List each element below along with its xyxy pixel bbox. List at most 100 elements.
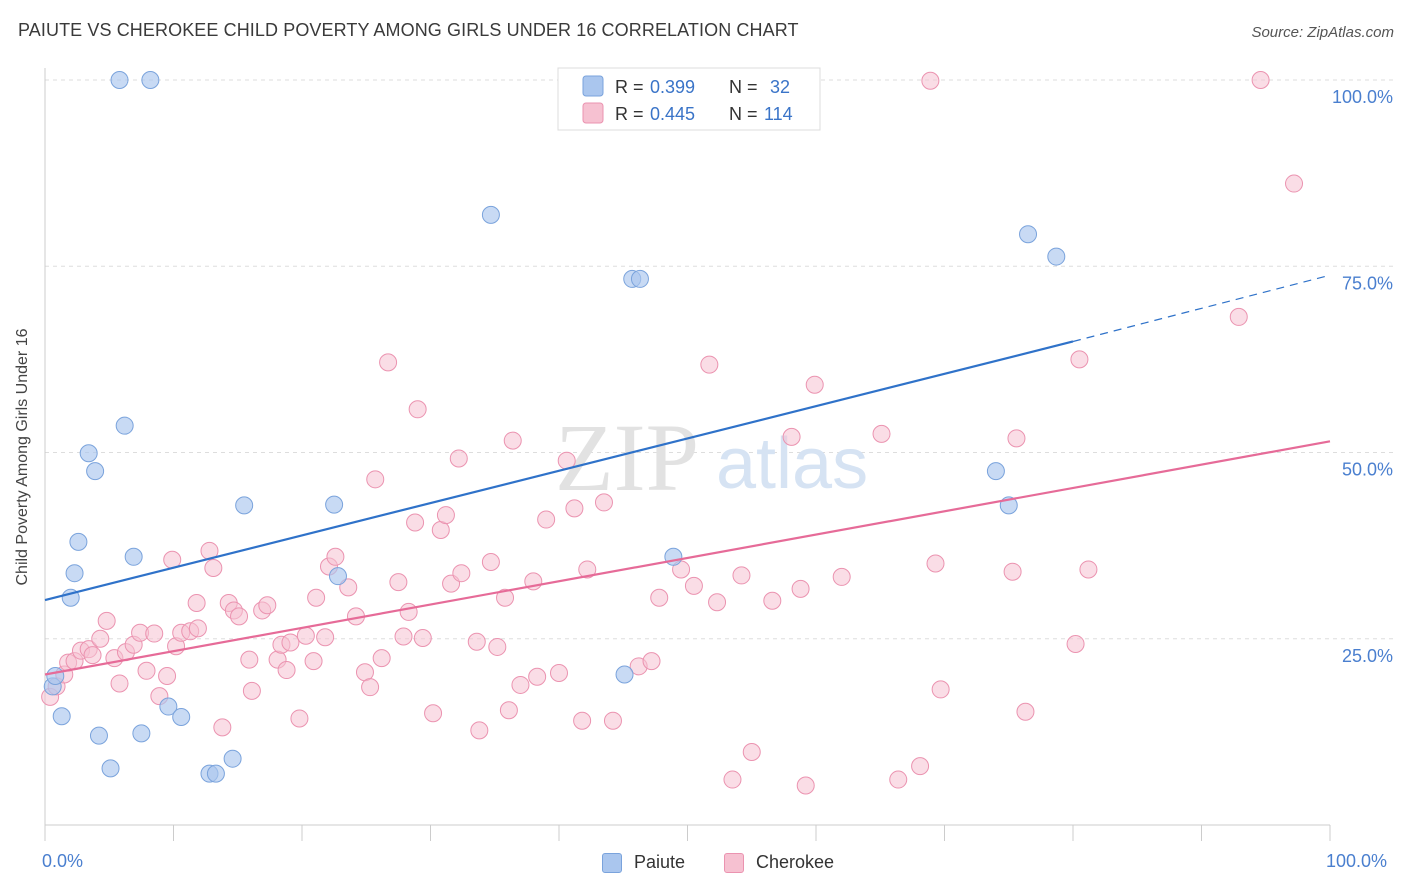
paiute-point (206, 764, 225, 783)
cherokee-point (565, 499, 584, 518)
cherokee-point (650, 588, 669, 607)
legend-box: R = 0.399 N = 32 R = 0.445 N = 114 (557, 67, 821, 131)
cherokee-point (452, 564, 471, 583)
legend-paiute-r-value: 0.399 (650, 77, 695, 97)
legend-cherokee-r-value: 0.445 (650, 104, 695, 124)
paiute-point (124, 547, 143, 566)
cherokee-point (872, 424, 891, 443)
legend-cherokee-swatch (582, 102, 604, 124)
cherokee-point (1251, 71, 1270, 89)
cherokee-trendline (44, 440, 1331, 676)
cherokee-point (708, 593, 727, 612)
source-attribution: Source: ZipAtlas.com (1251, 24, 1394, 41)
cherokee-point (366, 470, 385, 489)
paiute-point (159, 697, 178, 716)
cherokee-point (573, 711, 592, 730)
legend-cherokee-r-label: R = (615, 104, 644, 124)
gridlines (45, 79, 1395, 640)
cherokee-points (41, 71, 1304, 795)
paiute-point (52, 707, 71, 726)
legend-paiute-swatch (582, 75, 604, 97)
cherokee-point (1003, 562, 1022, 581)
cherokee-point (1016, 702, 1035, 721)
cherokee-point (496, 588, 515, 607)
cherokee-point (240, 650, 259, 669)
cherokee-point (1070, 350, 1089, 369)
cherokee-point (97, 611, 116, 630)
legend-paiute-n-label: N = (729, 77, 758, 97)
legend-cherokee-n-label: N = (729, 104, 758, 124)
cherokee-point (481, 553, 500, 572)
paiute-point (141, 71, 160, 89)
cherokee-point (1229, 307, 1248, 326)
paiute-point (630, 269, 649, 288)
paiute-point (46, 667, 65, 685)
cherokee-point (594, 493, 613, 512)
cherokee-point (578, 560, 597, 579)
legend-label-paiute: Paiute (634, 852, 686, 872)
cherokee-point (550, 664, 568, 683)
cherokee-point (763, 591, 782, 610)
y-tick-label: 100.0% (1332, 87, 1393, 107)
paiute-point (101, 759, 120, 778)
cherokee-point (372, 649, 391, 668)
cherokee-point (389, 573, 408, 592)
cherokee-point (137, 661, 156, 680)
paiute-point (69, 532, 88, 551)
cherokee-point (110, 674, 129, 693)
cherokee-point (158, 667, 177, 685)
cherokee-point (406, 513, 425, 532)
cherokee-point (187, 593, 206, 612)
x-tick-label-max: 100.0% (1326, 851, 1388, 871)
legend-paiute-n-value: 32 (770, 77, 790, 97)
cherokee-point (642, 652, 661, 671)
paiute-point (235, 496, 254, 515)
legend-cherokee-n-value: 114 (764, 104, 793, 124)
cherokee-point (339, 578, 358, 597)
cherokee-point (413, 629, 432, 648)
cherokee-point (528, 667, 547, 686)
cherokee-point (742, 742, 761, 761)
cherokee-point (242, 681, 261, 700)
cherokee-point (805, 375, 824, 394)
y-tick-label: 75.0% (1342, 273, 1393, 293)
cherokee-point (307, 588, 326, 607)
cherokee-point (488, 637, 507, 656)
cherokee-point (281, 633, 300, 652)
x-tick-label-min: 0.0% (42, 851, 84, 871)
cherokee-point (188, 619, 207, 638)
paiute-point (86, 462, 105, 481)
paiute-point (115, 416, 134, 435)
paiute-point (79, 444, 98, 463)
legend-item-paiute: Paiute (602, 852, 685, 873)
cherokee-point (394, 627, 413, 646)
cherokee-point (732, 566, 751, 585)
paiute-point (89, 726, 108, 745)
cherokee-point (424, 704, 443, 723)
paiute-point (223, 749, 242, 768)
legend-paiute-r-label: R = (615, 77, 644, 97)
cherokee-point (361, 678, 380, 697)
cherokee-point (921, 71, 940, 90)
cherokee-point (277, 661, 296, 680)
y-tick-label: 25.0% (1342, 646, 1393, 666)
cherokee-point (791, 579, 810, 598)
cherokee-point (91, 629, 110, 648)
paiute-point (1047, 247, 1066, 266)
cherokee-point (258, 596, 277, 615)
cherokee-point (700, 355, 719, 374)
cherokee-point (684, 576, 703, 595)
y-tick-labels: 25.0% 50.0% 75.0% 100.0% (1332, 87, 1393, 666)
cherokee-point (449, 449, 468, 468)
cherokee-point (436, 506, 455, 525)
cherokee-point (1007, 429, 1026, 448)
legend-swatch-cherokee (724, 852, 744, 873)
cherokee-point (931, 680, 950, 699)
cherokee-point (832, 567, 851, 586)
cherokee-point (408, 400, 427, 419)
paiute-point (328, 567, 347, 586)
paiute-point (1019, 225, 1038, 244)
cherokee-point (296, 626, 315, 645)
paiute-point (615, 665, 634, 684)
